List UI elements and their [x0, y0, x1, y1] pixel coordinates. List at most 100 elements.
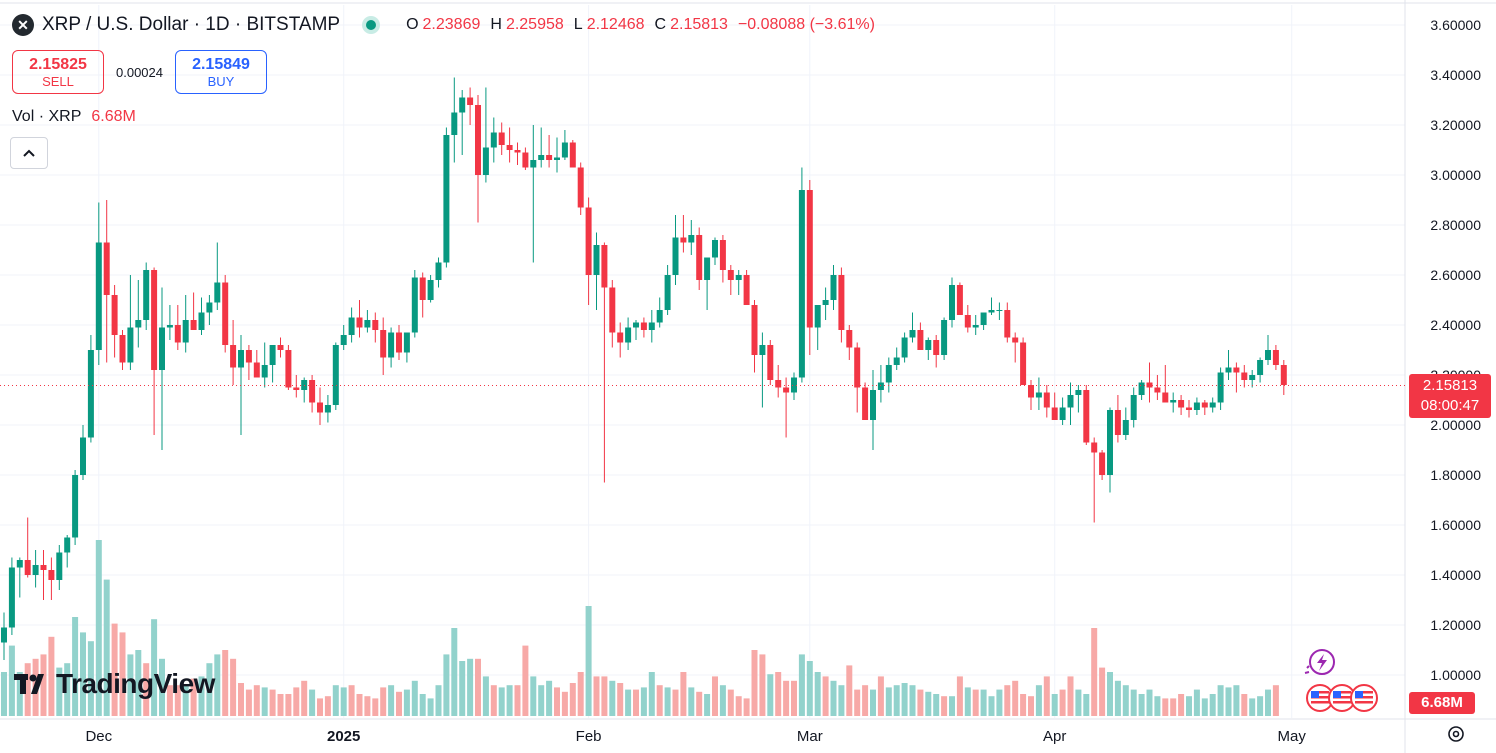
candle-body[interactable]	[704, 257, 711, 281]
candle-body[interactable]	[1035, 392, 1042, 398]
candle-body[interactable]	[933, 340, 940, 355]
candle-body[interactable]	[648, 322, 655, 331]
candle-body[interactable]	[1201, 402, 1208, 408]
candle-body[interactable]	[759, 345, 766, 355]
candle-body[interactable]	[1193, 402, 1200, 411]
candle-body[interactable]	[949, 285, 955, 320]
candle-body[interactable]	[798, 190, 805, 378]
candle-body[interactable]	[40, 565, 47, 570]
settings-gear-icon[interactable]	[1446, 724, 1466, 744]
tradingview-logo[interactable]: TradingView	[14, 668, 215, 700]
candle-body[interactable]	[862, 387, 869, 421]
candle-body[interactable]	[32, 565, 39, 575]
candle-body[interactable]	[364, 320, 371, 328]
candle-body[interactable]	[1241, 372, 1248, 381]
candle-body[interactable]	[459, 97, 466, 113]
candle-body[interactable]	[956, 285, 963, 315]
candle-body[interactable]	[1028, 385, 1034, 398]
candle-body[interactable]	[822, 300, 829, 305]
candle-body[interactable]	[498, 132, 505, 146]
candle-body[interactable]	[238, 350, 244, 368]
candle-body[interactable]	[451, 112, 458, 136]
candle-body[interactable]	[830, 275, 837, 300]
candle-body[interactable]	[1043, 392, 1050, 408]
candle-body[interactable]	[174, 325, 181, 343]
candle-body[interactable]	[877, 382, 884, 391]
candle-body[interactable]	[127, 327, 134, 363]
economic-events-icon[interactable]	[1306, 683, 1380, 713]
candle-body[interactable]	[577, 167, 584, 208]
candle-body[interactable]	[317, 402, 323, 413]
candle-body[interactable]	[48, 570, 55, 580]
candle-body[interactable]	[846, 330, 853, 348]
candle-body[interactable]	[245, 350, 252, 363]
candle-body[interactable]	[696, 235, 703, 280]
candle-body[interactable]	[24, 560, 31, 575]
candle-body[interactable]	[253, 362, 260, 378]
candle-body[interactable]	[783, 387, 790, 393]
candle-body[interactable]	[340, 335, 347, 345]
candle-body[interactable]	[403, 332, 410, 353]
candle-body[interactable]	[419, 277, 426, 301]
candle-body[interactable]	[324, 405, 331, 413]
sell-button[interactable]: 2.15825 SELL	[12, 50, 104, 94]
candle-body[interactable]	[617, 332, 624, 343]
candle-body[interactable]	[972, 325, 979, 328]
candle-body[interactable]	[1186, 407, 1192, 411]
candle-body[interactable]	[72, 475, 79, 538]
candle-body[interactable]	[1107, 410, 1113, 475]
candle-body[interactable]	[1272, 350, 1279, 365]
candle-body[interactable]	[609, 287, 616, 333]
candle-body[interactable]	[1059, 407, 1066, 421]
candle-body[interactable]	[309, 380, 316, 403]
candle-body[interactable]	[775, 380, 782, 388]
candle-body[interactable]	[119, 335, 126, 363]
candle-body[interactable]	[1265, 350, 1271, 360]
candle-body[interactable]	[285, 350, 292, 388]
candle-body[interactable]	[964, 315, 971, 328]
collapse-legend-button[interactable]	[10, 137, 48, 169]
candle-body[interactable]	[688, 235, 695, 243]
candle-body[interactable]	[672, 237, 679, 276]
candle-body[interactable]	[1257, 360, 1264, 375]
candle-body[interactable]	[980, 312, 987, 326]
candle-body[interactable]	[80, 437, 86, 476]
candle-body[interactable]	[206, 302, 213, 313]
candle-body[interactable]	[64, 537, 71, 553]
symbol-title[interactable]: XRP / U.S. Dollar · 1D · BITSTAMP	[42, 14, 341, 35]
candle-body[interactable]	[1004, 310, 1011, 338]
candle-body[interactable]	[593, 245, 600, 275]
candle-body[interactable]	[475, 105, 481, 175]
candle-body[interactable]	[941, 320, 948, 355]
candle-body[interactable]	[925, 340, 932, 350]
candle-body[interactable]	[56, 552, 63, 581]
candle-body[interactable]	[1154, 387, 1161, 393]
candle-body[interactable]	[277, 345, 284, 350]
candle-body[interactable]	[1170, 400, 1177, 403]
candle-body[interactable]	[522, 152, 529, 168]
candle-body[interactable]	[1083, 390, 1090, 443]
xrp-icon[interactable]: ✕	[12, 14, 34, 36]
candle-body[interactable]	[712, 240, 718, 258]
candle-body[interactable]	[735, 275, 742, 280]
candle-body[interactable]	[546, 155, 553, 160]
candle-body[interactable]	[514, 150, 521, 153]
candle-body[interactable]	[1162, 392, 1169, 403]
candle-body[interactable]	[1020, 342, 1027, 386]
candle-body[interactable]	[1178, 400, 1185, 408]
candle-body[interactable]	[1217, 372, 1224, 403]
candle-body[interactable]	[8, 567, 15, 628]
candle-body[interactable]	[854, 347, 861, 388]
flash-icon[interactable]	[1302, 648, 1336, 678]
candle-body[interactable]	[1225, 367, 1232, 373]
volume-legend[interactable]: Vol · XRP 6.68M	[12, 108, 136, 126]
candle-body[interactable]	[380, 330, 387, 358]
buy-button[interactable]: 2.15849 BUY	[175, 50, 267, 94]
candle-body[interactable]	[1249, 375, 1256, 380]
candle-body[interactable]	[16, 560, 23, 568]
candle-body[interactable]	[569, 142, 576, 168]
candle-body[interactable]	[625, 327, 632, 343]
candle-body[interactable]	[143, 270, 150, 320]
candle-body[interactable]	[1051, 407, 1058, 421]
candle-body[interactable]	[1091, 442, 1098, 453]
